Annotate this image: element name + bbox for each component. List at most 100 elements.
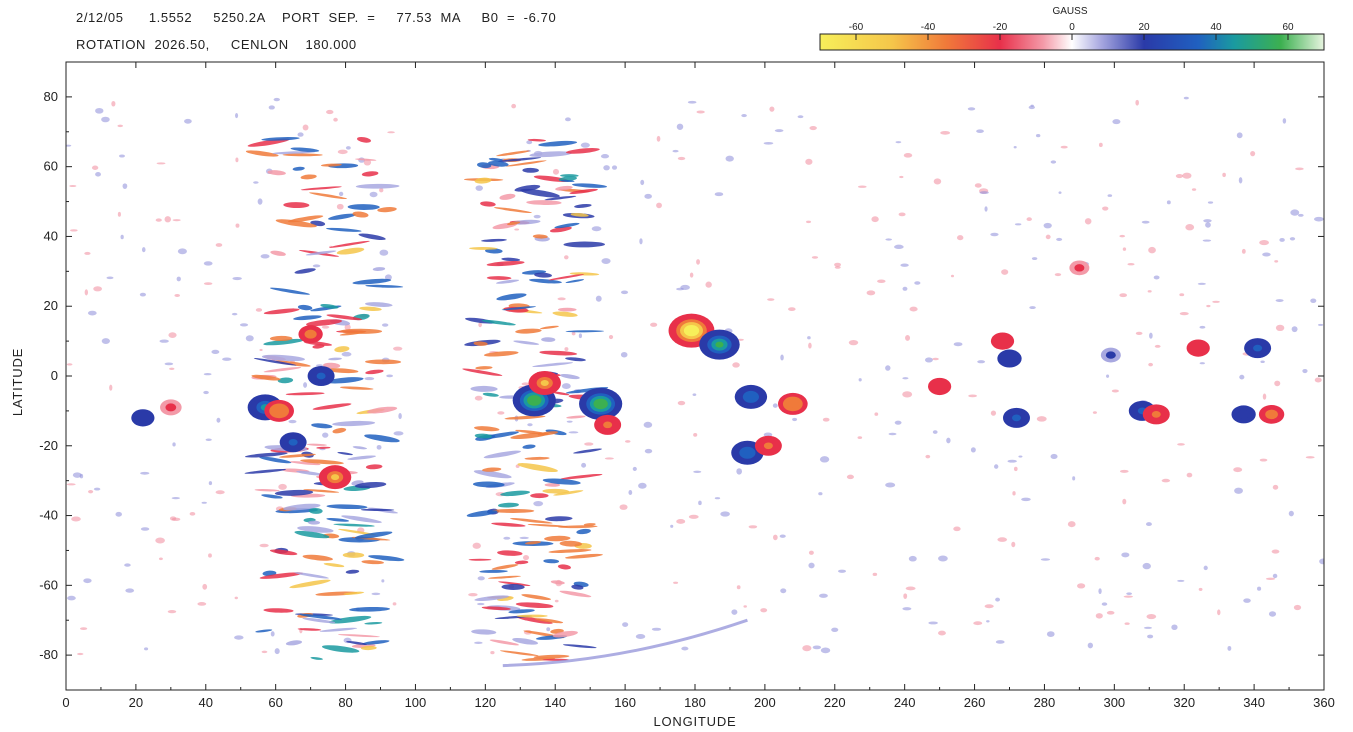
limb-streak (570, 213, 589, 217)
field-speckle (1279, 237, 1285, 242)
field-speckle (1111, 389, 1119, 393)
limb-streak (261, 354, 306, 362)
field-speckle (478, 322, 482, 328)
limb-streak (303, 489, 339, 493)
field-speckle (235, 223, 240, 228)
limb-streak (498, 581, 531, 586)
field-speckle (1141, 220, 1150, 224)
field-speckle (611, 165, 618, 170)
limb-streak (501, 584, 525, 590)
colorbar-tick-label: 20 (1138, 22, 1150, 33)
limb-streak (560, 179, 575, 183)
y-tick-label: 20 (44, 298, 58, 313)
field-speckle (995, 597, 1000, 602)
field-speckle (1206, 304, 1211, 308)
field-speckle (1185, 224, 1195, 231)
field-speckle (681, 646, 689, 651)
field-speckle (1272, 573, 1278, 579)
field-speckle (216, 417, 221, 423)
field-speckle (905, 586, 916, 591)
limb-streak (542, 488, 570, 494)
field-speckle (1102, 206, 1109, 211)
limb-streak (364, 434, 400, 443)
field-speckle (767, 298, 775, 301)
field-speckle (990, 232, 999, 237)
field-speckle (115, 511, 122, 517)
field-speckle (1087, 642, 1093, 649)
limb-streak (481, 606, 511, 611)
limb-streak (277, 377, 294, 384)
limb-streak (521, 594, 552, 601)
field-speckle (903, 593, 908, 599)
field-speckle (769, 106, 775, 112)
field-speckle (809, 125, 817, 131)
field-speckle (1153, 275, 1160, 280)
limb-streak (541, 337, 556, 342)
limb-streak (483, 351, 519, 357)
field-speckle (117, 211, 121, 217)
limb-streak (557, 307, 577, 312)
limb-streak (552, 391, 570, 396)
field-speckle (141, 247, 146, 253)
field-speckle (656, 202, 662, 209)
limb-streak (532, 362, 574, 368)
field-speckle (1101, 602, 1108, 606)
field-speckle (802, 645, 812, 652)
limb-streak (263, 338, 304, 346)
field-speckle (1084, 218, 1092, 225)
header-line-1: 2/12/05 1.5552 5250.2A PORT SEP. = 77.53… (76, 10, 557, 25)
field-speckle (234, 635, 244, 640)
limb-streak (548, 549, 592, 553)
field-speckle (168, 332, 177, 338)
field-speckle (1161, 478, 1171, 483)
field-speckle (84, 289, 89, 296)
field-speckle (672, 149, 679, 153)
limb-streak (354, 481, 387, 489)
field-speckle (705, 281, 712, 288)
limb-streak (520, 188, 560, 198)
field-speckle (1203, 565, 1208, 571)
field-speckle (1202, 239, 1212, 242)
colorbar: GAUSS -60 -40 -20 0 20 40 60 (819, 6, 1325, 51)
field-speckle (261, 650, 268, 654)
field-speckle (1148, 246, 1156, 254)
field-speckle (1122, 498, 1127, 505)
field-speckle (1318, 323, 1324, 326)
limb-streak (537, 431, 559, 436)
field-speckle (986, 620, 990, 623)
colorbar-tick-label: 40 (1210, 22, 1222, 33)
field-speckle (475, 185, 483, 191)
field-speckle (393, 431, 404, 436)
field-speckle (1199, 325, 1206, 329)
limb-streak (493, 207, 532, 214)
field-speckle (231, 312, 238, 316)
field-speckle (386, 374, 394, 378)
limb-streak (269, 549, 298, 556)
field-speckle (215, 243, 223, 247)
field-speckle (336, 203, 344, 210)
limb-streak (377, 207, 397, 213)
field-speckle (995, 640, 1005, 644)
field-speckle (235, 157, 239, 163)
limb-streak (364, 621, 383, 625)
field-speckle (66, 144, 72, 147)
field-speckle (831, 627, 839, 633)
limb-streak (473, 470, 512, 479)
field-speckle (1293, 604, 1302, 611)
limb-streak (358, 233, 386, 240)
limb-streak (550, 580, 565, 585)
field-speckle (1234, 487, 1243, 494)
limb-streak (560, 473, 603, 480)
field-speckle (503, 536, 511, 540)
limb-streak (326, 504, 368, 510)
field-speckle (69, 184, 77, 188)
limb-streak (495, 279, 520, 284)
field-speckle (176, 276, 181, 282)
field-speckle (1050, 160, 1057, 164)
field-speckle (1112, 119, 1121, 125)
limb-streak (294, 530, 330, 539)
limb-streak (532, 234, 548, 239)
field-speckle (968, 394, 978, 398)
field-speckle (117, 124, 123, 128)
